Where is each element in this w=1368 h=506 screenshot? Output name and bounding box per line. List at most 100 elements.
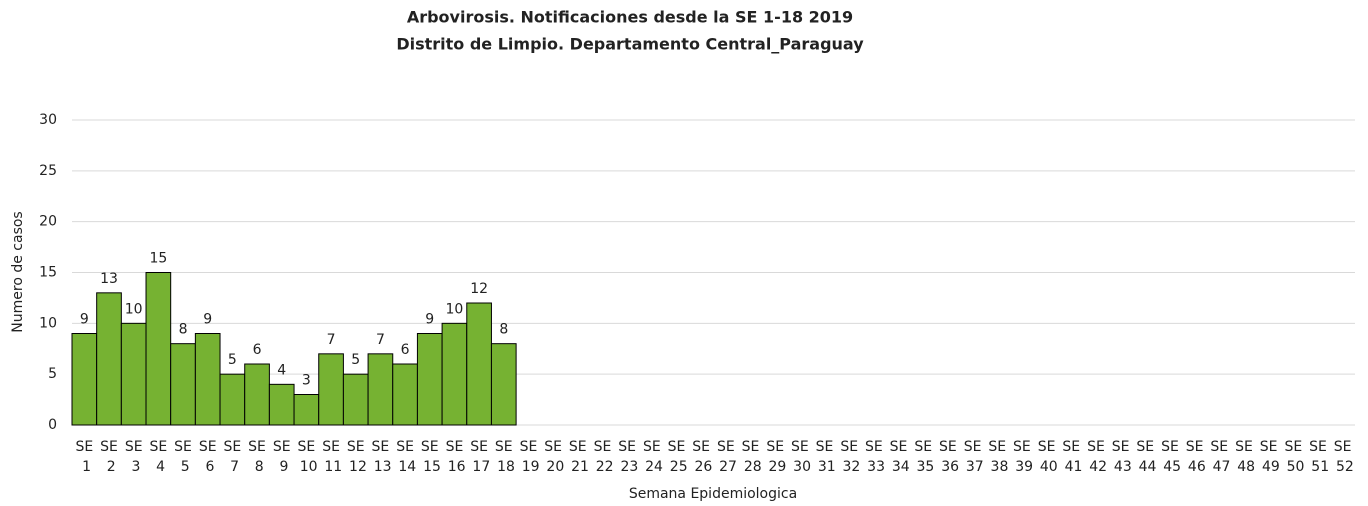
y-tick-label: 0 — [48, 417, 57, 433]
bar — [342, 373, 369, 426]
y-axis-title: Numero de casos — [10, 211, 26, 332]
x-tick-label: SE 2 — [100, 439, 118, 475]
x-tick-label: SE 36 — [937, 439, 959, 475]
value-label: 8 — [499, 322, 508, 338]
x-tick-label: SE 4 — [149, 439, 167, 475]
x-tick-label: SE 1 — [75, 439, 93, 475]
x-tick-label: SE 29 — [764, 439, 786, 475]
x-tick-label: SE 12 — [345, 439, 367, 475]
x-tick-label: SE 41 — [1060, 439, 1082, 475]
x-tick-label: SE 26 — [690, 439, 712, 475]
value-label: 9 — [425, 312, 434, 328]
x-tick-label: SE 19 — [517, 439, 539, 475]
x-tick-label: SE 24 — [641, 439, 663, 475]
x-tick-label: SE 37 — [961, 439, 983, 475]
bar — [441, 322, 468, 426]
bar — [96, 292, 122, 426]
x-tick-label: SE 10 — [295, 439, 317, 475]
x-tick-label: SE 39 — [1011, 439, 1033, 475]
bar — [71, 333, 98, 426]
value-label: 10 — [446, 301, 464, 317]
bar — [170, 343, 196, 426]
x-tick-label: SE 45 — [1159, 439, 1181, 475]
value-label: 4 — [277, 362, 286, 378]
x-tick-label: SE 23 — [616, 439, 638, 475]
x-tick-label: SE 44 — [1134, 439, 1156, 475]
value-label: 5 — [228, 352, 237, 368]
x-tick-label: SE 17 — [468, 439, 490, 475]
value-label: 9 — [203, 312, 212, 328]
value-label: 8 — [179, 322, 188, 338]
x-tick-label: SE 8 — [248, 439, 266, 475]
x-tick-label: SE 15 — [419, 439, 441, 475]
x-tick-label: SE 50 — [1282, 439, 1304, 475]
x-tick-label: SE 43 — [1109, 439, 1131, 475]
bar — [416, 333, 443, 426]
bar — [219, 373, 246, 426]
value-label: 15 — [149, 251, 167, 267]
x-tick-label: SE 33 — [863, 439, 885, 475]
x-tick-label: SE 38 — [986, 439, 1008, 475]
bar — [120, 322, 147, 426]
x-tick-label: SE 21 — [567, 439, 589, 475]
x-tick-label: SE 51 — [1307, 439, 1329, 475]
x-tick-label: SE 40 — [1035, 439, 1057, 475]
y-tick-label: 5 — [48, 366, 57, 382]
x-tick-label: SE 47 — [1208, 439, 1230, 475]
y-tick-label: 25 — [39, 163, 57, 179]
bar — [145, 272, 172, 426]
x-tick-label: SE 5 — [174, 439, 192, 475]
x-axis-title: Semana Epidemiologica — [629, 486, 797, 502]
x-tick-label: SE 27 — [715, 439, 737, 475]
bar — [268, 383, 295, 426]
x-tick-label: SE 52 — [1332, 439, 1354, 475]
value-label: 6 — [253, 342, 262, 358]
y-tick-label: 10 — [39, 315, 57, 331]
x-tick-label: SE 35 — [912, 439, 934, 475]
y-tick-label: 15 — [39, 265, 57, 281]
value-label: 13 — [100, 271, 118, 287]
value-label: 5 — [351, 352, 360, 368]
x-tick-label: SE 30 — [789, 439, 811, 475]
value-label: 12 — [470, 281, 488, 297]
bar — [490, 343, 517, 426]
x-tick-label: SE 28 — [739, 439, 761, 475]
value-label: 9 — [80, 312, 89, 328]
x-tick-label: SE 20 — [542, 439, 564, 475]
value-label: 10 — [125, 301, 143, 317]
y-tick-label: 20 — [39, 214, 57, 230]
bar — [293, 394, 320, 426]
x-tick-label: SE 32 — [838, 439, 860, 475]
x-tick-label: SE 7 — [224, 439, 242, 475]
bar — [367, 353, 394, 426]
x-tick-label: SE 16 — [443, 439, 465, 475]
x-tick-label: SE 11 — [320, 439, 342, 475]
x-tick-label: SE 42 — [1085, 439, 1107, 475]
x-tick-label: SE 13 — [369, 439, 391, 475]
x-tick-label: SE 31 — [813, 439, 835, 475]
chart-title: Arbovirosis. Notificaciones desde la SE … — [407, 8, 853, 27]
value-label: 6 — [401, 342, 410, 358]
x-tick-label: SE 25 — [665, 439, 687, 475]
bar — [392, 363, 418, 426]
x-tick-label: SE 34 — [887, 439, 909, 475]
x-tick-label: SE 22 — [591, 439, 613, 475]
x-tick-label: SE 48 — [1233, 439, 1255, 475]
chart-subtitle: Distrito de Limpio. Departamento Central… — [396, 35, 864, 54]
x-tick-label: SE 14 — [394, 439, 416, 475]
x-tick-label: SE 46 — [1183, 439, 1205, 475]
x-tick-label: SE 3 — [125, 439, 143, 475]
bar — [244, 363, 270, 426]
bar — [194, 333, 221, 426]
x-tick-label: SE 49 — [1258, 439, 1280, 475]
value-label: 3 — [302, 373, 311, 389]
value-label: 7 — [327, 332, 336, 348]
x-tick-label: SE 9 — [273, 439, 291, 475]
x-tick-label: SE 6 — [199, 439, 217, 475]
y-tick-label: 30 — [39, 112, 57, 128]
value-label: 7 — [376, 332, 385, 348]
x-tick-label: SE 18 — [493, 439, 515, 475]
bar — [466, 302, 492, 426]
bar — [318, 353, 344, 426]
